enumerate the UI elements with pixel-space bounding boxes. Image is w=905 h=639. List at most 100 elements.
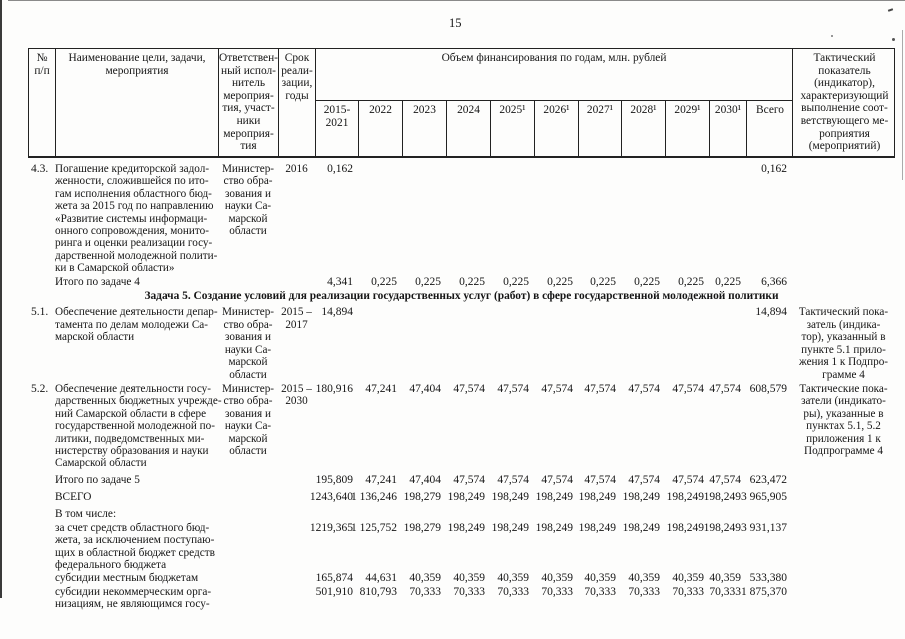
table-row-total-task5: Итого по задаче 5 195,809 47,241 47,404 … bbox=[28, 474, 895, 486]
money-cell: 40,359 bbox=[584, 571, 616, 584]
header-year: 2026¹ bbox=[535, 101, 579, 156]
money-cell: 70,333 bbox=[709, 586, 741, 598]
header-year: 2022 bbox=[359, 101, 403, 156]
money-cell: 1 136,246 bbox=[351, 491, 397, 504]
money-cell: 6,366 bbox=[761, 275, 787, 288]
money-cell: 47,241 bbox=[365, 382, 397, 395]
money-cell: 40,359 bbox=[541, 571, 573, 584]
scan-speck bbox=[831, 35, 833, 37]
row-name: субсидии некоммерческим орга- низациям, … bbox=[55, 586, 212, 611]
money-cell: 198,249 bbox=[491, 491, 529, 504]
header-year: 2024 bbox=[447, 101, 491, 156]
money-cell: 533,380 bbox=[749, 571, 787, 584]
money-cell: 0,225 bbox=[678, 275, 704, 288]
table-row-regional-budget: за счет средств областного бюд- жета, за… bbox=[28, 522, 895, 572]
money-cell: 623,472 bbox=[749, 473, 787, 486]
money-cell: 198,249 bbox=[535, 491, 573, 504]
row-executor: Министер- ство обра- зования и науки Са-… bbox=[221, 306, 275, 381]
money-cell: 47,574 bbox=[709, 382, 741, 395]
money-cell: 70,333 bbox=[584, 586, 616, 598]
money-cell: 198,249 bbox=[666, 491, 704, 504]
header-executor: Ответствен- ный испол- нитель мероприя- … bbox=[219, 49, 279, 156]
money-cell: 40,359 bbox=[709, 571, 741, 584]
table-row-5-1: 5.1. Обеспечение деятельности депар- там… bbox=[28, 306, 895, 380]
header-num: № п/п bbox=[29, 49, 56, 156]
money-cell: 40,359 bbox=[497, 571, 529, 584]
money-cell: 198,249 bbox=[447, 491, 485, 504]
money-cell: 40,359 bbox=[409, 571, 441, 584]
money-cell: 0,162 bbox=[761, 163, 787, 175]
money-cell: 47,574 bbox=[628, 382, 660, 395]
scan-speck bbox=[887, 8, 894, 12]
table-row-including: В том числе: bbox=[28, 508, 895, 520]
money-cell: 3 965,905 bbox=[741, 491, 787, 504]
money-cell: 0,225 bbox=[503, 275, 529, 288]
money-cell: 1 875,370 bbox=[741, 586, 787, 598]
row-name: Погашение кредиторской задол- женности, … bbox=[55, 163, 218, 275]
money-cell: 1243,640 bbox=[309, 491, 353, 504]
money-cell: 70,333 bbox=[409, 586, 441, 598]
row-name: Обеспечение деятельности депар- тамента … bbox=[55, 306, 218, 344]
money-cell: 70,333 bbox=[672, 586, 704, 598]
header-year-total: Всего bbox=[756, 104, 784, 116]
money-cell: 0,162 bbox=[327, 163, 353, 175]
money-cell: 0,225 bbox=[634, 275, 660, 288]
row-name: ВСЕГО bbox=[55, 491, 92, 504]
scan-edge-right bbox=[902, 30, 903, 180]
row-name: В том числе: bbox=[55, 507, 117, 520]
money-cell: 47,574 bbox=[453, 473, 485, 486]
money-cell: 70,333 bbox=[541, 586, 573, 598]
money-cell: 47,574 bbox=[541, 473, 573, 486]
money-cell: 0,225 bbox=[590, 275, 616, 288]
header-name: Наименование цели, задачи, мероприятия bbox=[56, 49, 219, 156]
money-cell: 1219,365 bbox=[309, 521, 353, 534]
money-cell: 198,249 bbox=[535, 521, 573, 534]
money-cell: 198,249 bbox=[666, 521, 704, 534]
row-name: Итого по задаче 5 bbox=[55, 473, 140, 486]
money-cell: 40,359 bbox=[628, 571, 660, 584]
header-year: 2029¹ bbox=[666, 101, 710, 156]
money-cell: 165,874 bbox=[315, 571, 353, 584]
scan-edge-left bbox=[0, 0, 2, 598]
money-cell: 198,249 bbox=[622, 491, 660, 504]
header-year: 2025¹ bbox=[491, 101, 535, 156]
money-cell: 70,333 bbox=[453, 586, 485, 598]
row-name: субсидии местным бюджетам bbox=[55, 571, 199, 584]
row-executor: Министер- ство обра- зования и науки Са-… bbox=[221, 163, 275, 238]
money-cell: 0,225 bbox=[415, 275, 441, 288]
row-indicator: Тактические пока- затели (индикато- ры),… bbox=[799, 382, 888, 457]
money-cell: 198,249 bbox=[578, 521, 616, 534]
money-cell: 198,249 bbox=[703, 521, 741, 534]
money-cell: 198,249 bbox=[622, 521, 660, 534]
money-cell: 0,225 bbox=[547, 275, 573, 288]
money-cell: 47,574 bbox=[453, 382, 485, 395]
money-cell: 0,225 bbox=[371, 275, 397, 288]
financing-table: № п/п Наименование цели, задачи, меропри… bbox=[28, 48, 895, 611]
money-cell: 47,574 bbox=[497, 382, 529, 395]
money-cell: 198,249 bbox=[447, 521, 485, 534]
header-financing-group: Объем финансирования по годам, млн. рубл… bbox=[316, 49, 793, 156]
row-period: 2015 – 2030 bbox=[281, 382, 312, 408]
money-cell: 44,631 bbox=[365, 571, 397, 584]
header-year: 2028¹ bbox=[622, 101, 666, 156]
row-name: Обеспечение деятельности госу- дарственн… bbox=[55, 382, 222, 470]
row-name: за счет средств областного бюд- жета, за… bbox=[55, 521, 216, 572]
money-cell: 47,574 bbox=[584, 382, 616, 395]
money-cell: 3 931,137 bbox=[741, 521, 787, 534]
page-number: 15 bbox=[449, 16, 462, 30]
row-indicator: Тактический пока- затель (индика- тор), … bbox=[798, 306, 889, 381]
header-period: Срок реали- зации, годы bbox=[279, 49, 316, 156]
money-cell: 501,910 bbox=[315, 586, 353, 598]
money-cell: 47,574 bbox=[672, 382, 704, 395]
header-indicator: Тактический показатель (индикатор), хара… bbox=[800, 52, 889, 153]
money-cell: 47,574 bbox=[709, 473, 741, 486]
row-period: 2016 bbox=[285, 163, 308, 175]
money-cell: 40,359 bbox=[672, 571, 704, 584]
row-number: 5.2. bbox=[31, 382, 49, 395]
money-cell: 198,279 bbox=[403, 521, 441, 534]
money-cell: 47,574 bbox=[497, 473, 529, 486]
table-header: № п/п Наименование цели, задачи, меропри… bbox=[28, 48, 895, 158]
money-cell: 195,809 bbox=[315, 473, 353, 486]
row-number: 5.1. bbox=[31, 306, 49, 319]
